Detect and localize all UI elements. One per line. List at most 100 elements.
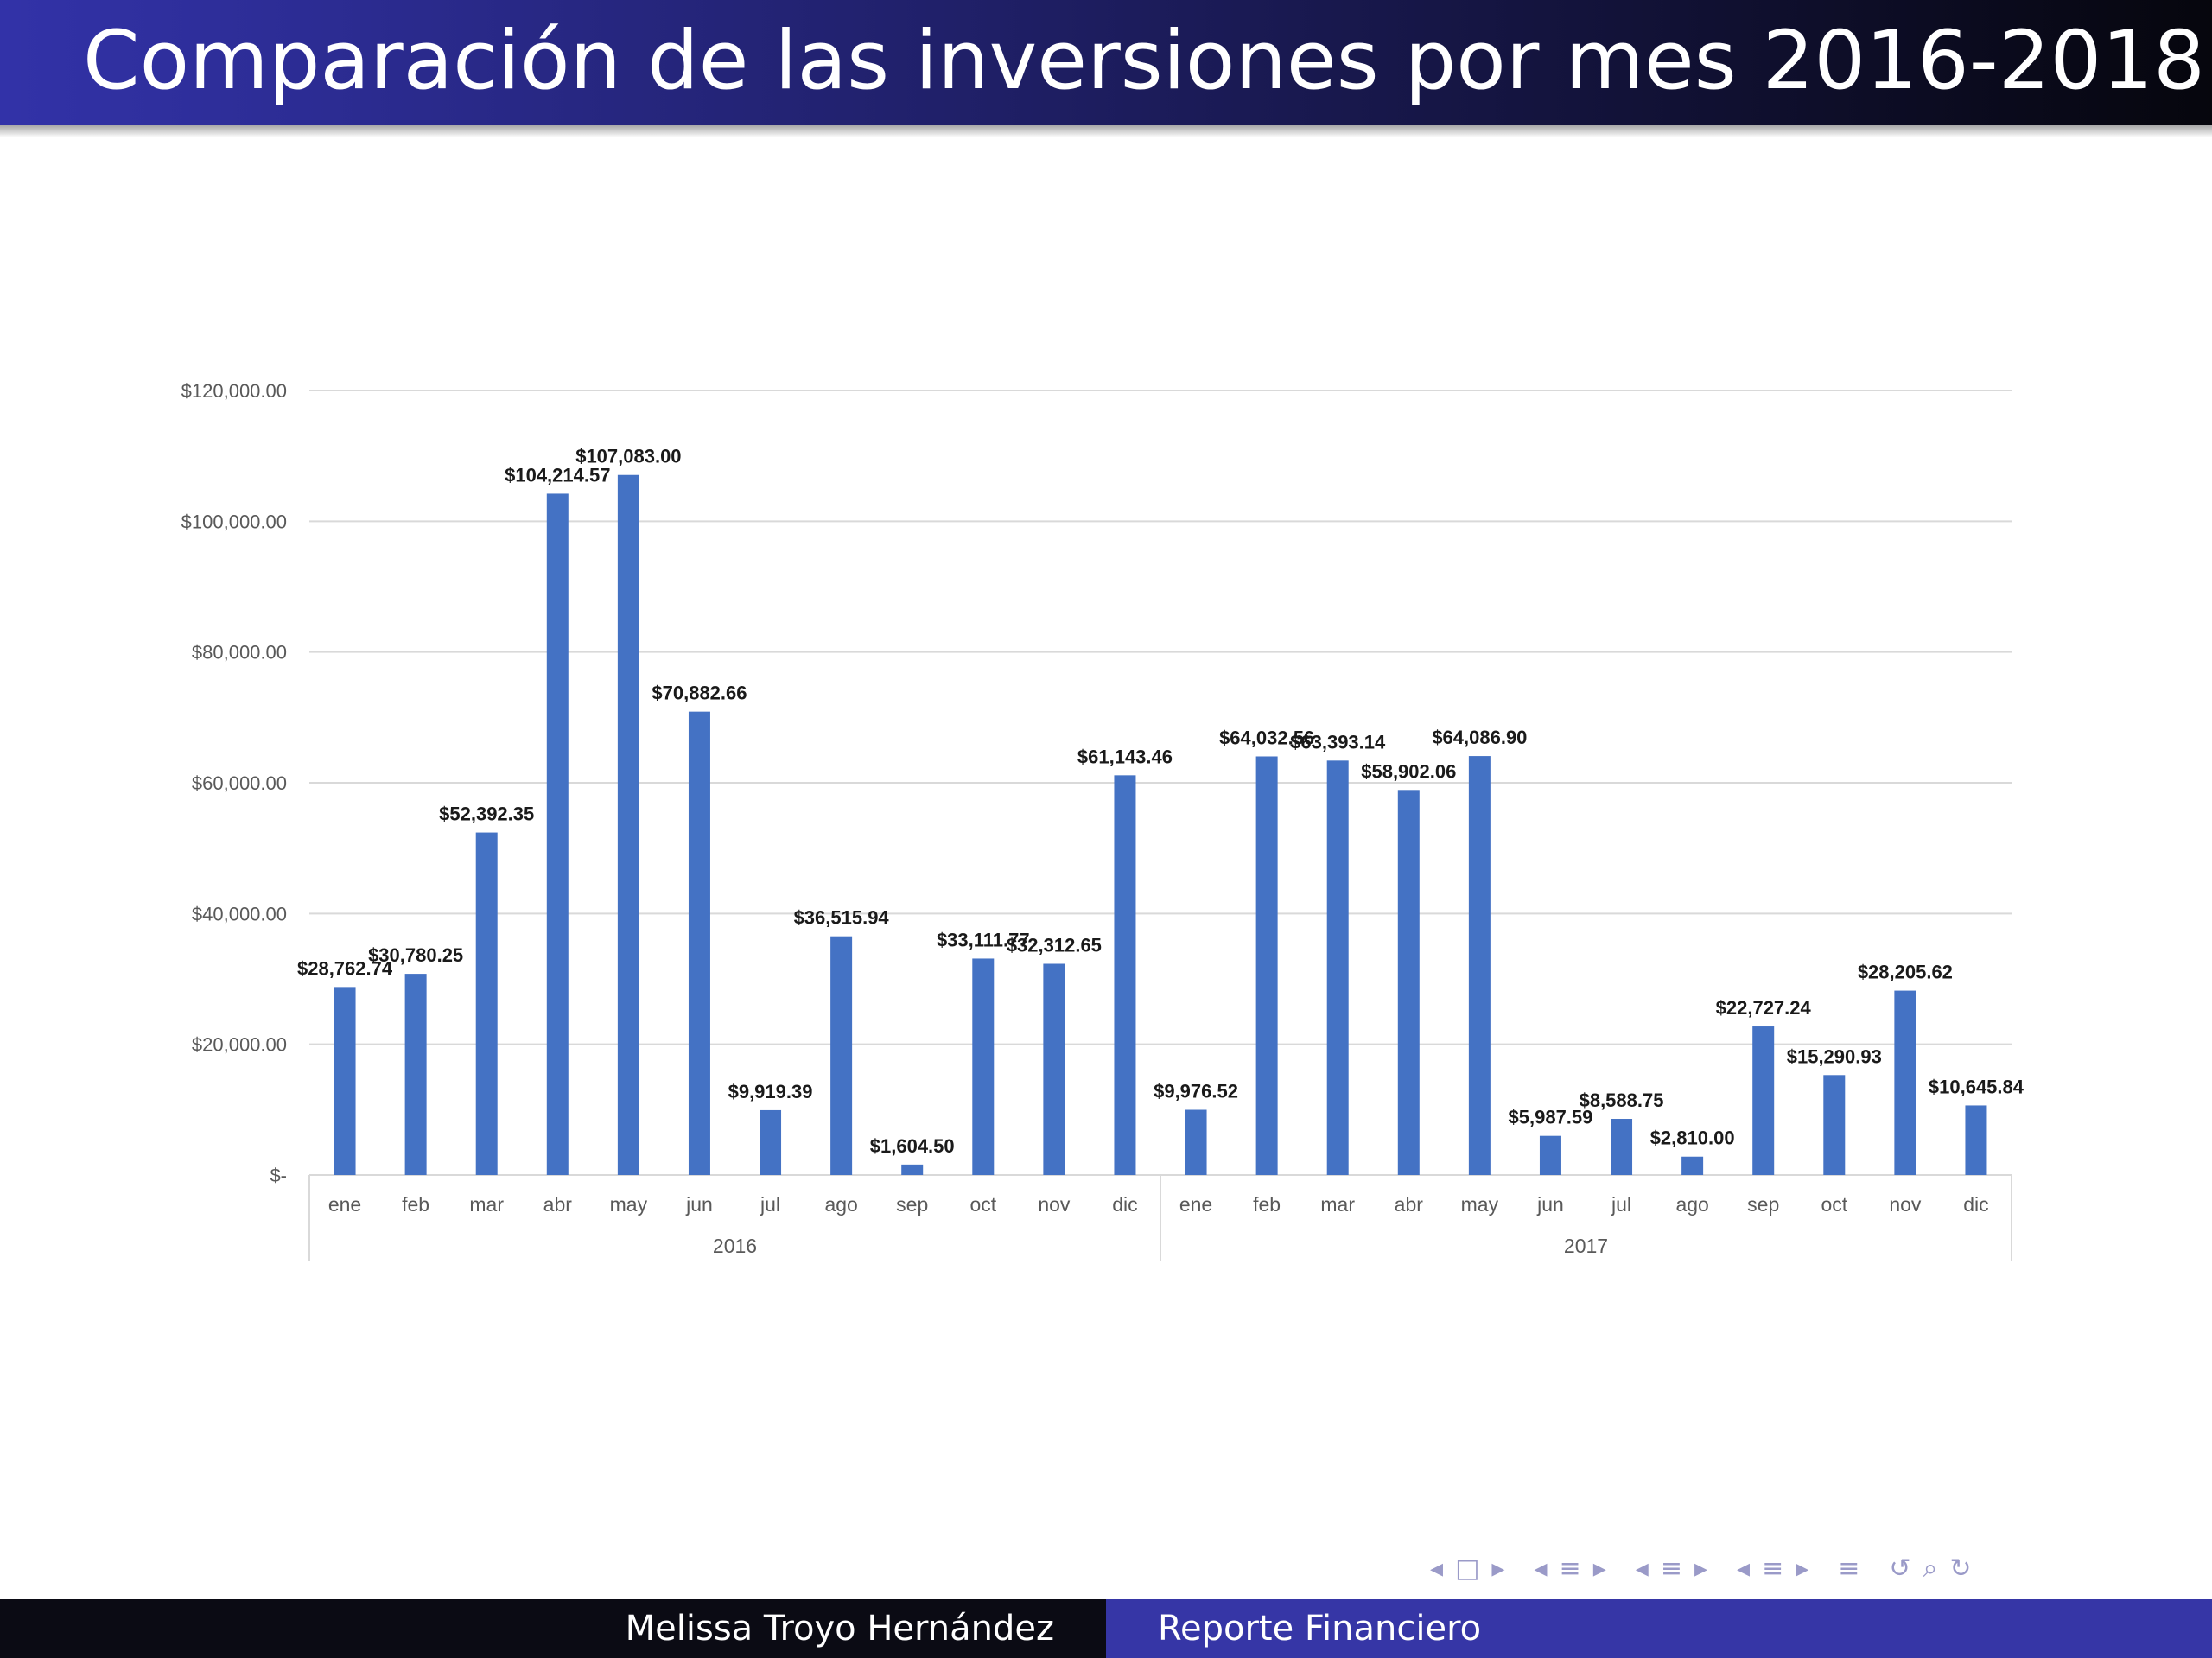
y-tick-label: $80,000.00 <box>192 642 287 664</box>
x-tick-label: ago <box>1675 1193 1708 1216</box>
nav-next-icon[interactable]: ▸ <box>1592 1553 1606 1584</box>
x-tick-label: sep <box>1747 1193 1779 1216</box>
title-bar: Comparación de las inversiones por mes 2… <box>0 0 2212 125</box>
x-tick-label: nov <box>1038 1193 1071 1216</box>
bar <box>1539 1135 1561 1175</box>
nav-prev-icon[interactable]: ◂ <box>1635 1553 1649 1584</box>
x-tick-label: ago <box>824 1193 857 1216</box>
x-tick-label: ene <box>1179 1193 1212 1216</box>
x-tick-label: feb <box>1253 1193 1281 1216</box>
undo-icon[interactable]: ↺ <box>1889 1553 1911 1584</box>
data-label: $63,393.14 <box>1290 731 1386 753</box>
bar <box>1114 775 1136 1175</box>
x-tick-label: nov <box>1889 1193 1922 1216</box>
search-icon[interactable]: ⌕ <box>1923 1553 1938 1584</box>
x-tick-label: oct <box>969 1193 996 1216</box>
x-tick-label: abr <box>543 1193 573 1216</box>
title-shadow <box>0 125 2212 137</box>
data-label: $64,032.56 <box>1219 727 1314 748</box>
data-label: $61,143.46 <box>1077 746 1173 767</box>
x-tick-label: abr <box>1395 1193 1424 1216</box>
data-label: $1,604.50 <box>870 1135 955 1157</box>
nav-next-icon[interactable]: ▸ <box>1491 1553 1505 1584</box>
redo-icon[interactable]: ↻ <box>1949 1553 1972 1584</box>
nav-frame-icon[interactable]: □ <box>1455 1553 1480 1584</box>
nav-section-icon[interactable]: ≡ <box>1660 1553 1682 1584</box>
bar <box>1043 963 1065 1175</box>
data-label: $22,727.24 <box>1716 997 1812 1019</box>
nav-prev-icon[interactable]: ◂ <box>1737 1553 1751 1584</box>
bar <box>1397 790 1420 1175</box>
x-tick-label: dic <box>1112 1193 1137 1216</box>
data-label: $70,882.66 <box>652 683 747 704</box>
data-label: $9,919.39 <box>728 1081 813 1102</box>
data-label: $64,086.90 <box>1432 727 1527 748</box>
nav-next-icon[interactable]: ▸ <box>1694 1553 1708 1584</box>
bar <box>546 493 569 1175</box>
data-label: $30,780.25 <box>368 944 463 966</box>
footer-doc-title: Reporte Financiero <box>1158 1609 1482 1648</box>
x-tick-label: may <box>1461 1193 1499 1216</box>
bar <box>617 474 639 1175</box>
nav-prev-icon[interactable]: ◂ <box>1430 1553 1444 1584</box>
bar <box>1611 1119 1633 1175</box>
bar <box>475 832 498 1175</box>
x-tick-label: jun <box>1536 1193 1564 1216</box>
bar <box>901 1164 924 1175</box>
data-label: $28,205.62 <box>1858 962 1953 983</box>
footer-author-panel: Melissa Troyo Hernández <box>0 1599 1106 1658</box>
x-tick-label: mar <box>1320 1193 1355 1216</box>
y-tick-label: $40,000.00 <box>192 903 287 924</box>
x-tick-label: mar <box>469 1193 504 1216</box>
bar <box>404 974 427 1175</box>
data-label: $8,588.75 <box>1580 1089 1664 1111</box>
data-label: $28,762.74 <box>297 957 393 979</box>
y-tick-label: $20,000.00 <box>192 1034 287 1056</box>
x-tick-label: jul <box>760 1193 780 1216</box>
slide-title: Comparación de las inversiones por mes 2… <box>83 14 2205 108</box>
bar <box>1185 1109 1207 1175</box>
data-label: $104,214.57 <box>505 464 610 486</box>
nav-next-icon[interactable]: ▸ <box>1796 1553 1809 1584</box>
beamer-navigation: ◂ □ ▸ ◂ ≡ ▸ ◂ ≡ ▸ ◂ ≡ ▸ ≡ ↺ ⌕ ↻ <box>1430 1547 1984 1590</box>
bar <box>1468 756 1491 1175</box>
x-tick-label: jun <box>685 1193 713 1216</box>
x-group-label: 2016 <box>713 1235 757 1257</box>
bar <box>1752 1026 1775 1175</box>
data-label: $2,810.00 <box>1650 1128 1735 1149</box>
data-label: $15,290.93 <box>1787 1045 1882 1067</box>
x-group-label: 2017 <box>1564 1235 1608 1257</box>
nav-appendix-icon[interactable]: ≡ <box>1838 1553 1860 1584</box>
y-tick-label: $100,000.00 <box>181 511 287 532</box>
nav-prev-icon[interactable]: ◂ <box>1534 1553 1548 1584</box>
x-tick-label: jul <box>1611 1193 1631 1216</box>
data-label: $9,976.52 <box>1154 1081 1238 1102</box>
y-tick-label: $60,000.00 <box>192 772 287 794</box>
data-label: $107,083.00 <box>575 446 681 467</box>
bar <box>760 1109 782 1175</box>
bar <box>1965 1105 1987 1175</box>
data-label: $36,515.94 <box>794 907 890 929</box>
data-label: $10,645.84 <box>1929 1076 2024 1097</box>
footer-title-panel: Reporte Financiero <box>1106 1599 2212 1658</box>
bar <box>1681 1156 1704 1175</box>
x-tick-label: dic <box>1963 1193 1988 1216</box>
bar <box>1255 756 1278 1175</box>
y-tick-label: $- <box>270 1165 287 1186</box>
bar <box>830 936 853 1175</box>
x-tick-label: feb <box>402 1193 429 1216</box>
footer-author: Melissa Troyo Hernández <box>625 1609 1054 1648</box>
bar-chart: $- $20,000.00 $40,000.00 $60,000.00 $80,000.… <box>181 380 2024 1261</box>
data-label: $52,392.35 <box>439 804 534 825</box>
bar <box>1894 990 1916 1175</box>
data-label: $33,111.77 <box>937 929 1030 950</box>
nav-toc-icon[interactable]: ≡ <box>1762 1553 1784 1584</box>
data-label: $32,312.65 <box>1007 935 1102 956</box>
nav-subsection-icon[interactable]: ≡ <box>1559 1553 1581 1584</box>
x-tick-label: ene <box>328 1193 361 1216</box>
bar <box>1823 1075 1846 1175</box>
bar <box>334 987 356 1175</box>
x-tick-label: may <box>610 1193 648 1216</box>
bar <box>1326 760 1349 1175</box>
y-tick-label: $120,000.00 <box>181 380 287 402</box>
